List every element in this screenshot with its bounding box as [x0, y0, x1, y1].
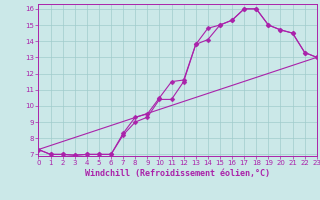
X-axis label: Windchill (Refroidissement éolien,°C): Windchill (Refroidissement éolien,°C)	[85, 169, 270, 178]
